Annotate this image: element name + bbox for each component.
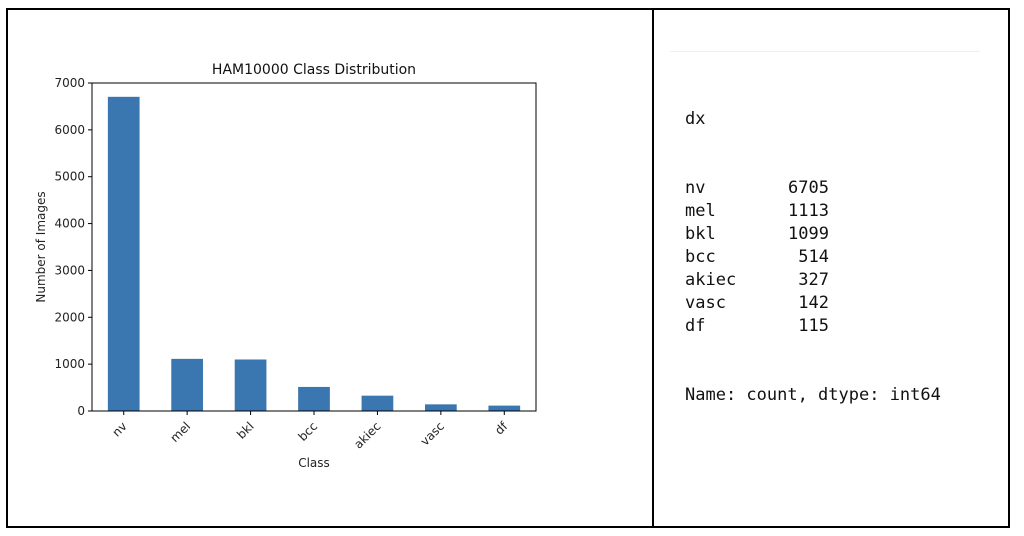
output-row-label: bcc [685,247,716,267]
output-rows: nv 6705 mel 1113 bkl 1099 bcc 514 akiec 327 vasc 14… [685,177,941,338]
output-row-value: 115 [798,316,829,336]
y-tick-label: 6000 [54,123,85,137]
output-row-value: 6705 [788,178,829,198]
x-axis-label: Class [298,456,330,470]
y-tick-label: 2000 [54,310,85,324]
output-row-label: mel [685,201,716,221]
y-axis-label: Number of Images [34,191,48,302]
bar [361,395,394,411]
output-row: bcc 514 [685,246,941,269]
output-row: bkl 1099 [685,223,941,246]
panel-divider [652,8,654,528]
y-tick-label: 1000 [54,357,85,371]
output-panel: dx nv 6705 mel 1113 bkl 1099 bcc 514 akiec 327 vas… [656,10,1008,526]
bar [425,404,457,411]
y-tick-label: 5000 [54,170,85,184]
output-index-name: dx [685,109,706,129]
bar [171,358,203,411]
output-row-value: 1099 [788,224,829,244]
y-tick-label: 7000 [54,76,85,90]
y-tick-label: 3000 [54,263,85,277]
bar [488,405,521,411]
chart-title: HAM10000 Class Distribution [212,62,416,78]
x-tick-label: vasc [418,419,447,448]
bar [298,386,330,411]
y-tick-label: 0 [77,404,85,418]
output-row: nv 6705 [685,177,941,200]
output-row-value: 327 [798,270,829,290]
output-row: vasc 142 [685,292,941,315]
y-tick-label: 4000 [54,217,85,231]
plot-frame [91,82,537,412]
bar [107,96,140,411]
output-row: mel 1113 [685,200,941,223]
output-row-label: nv [685,178,706,198]
output-row-label: df [685,316,706,336]
x-tick-label: mel [168,419,194,445]
output-separator [670,51,980,52]
x-tick-label: akiec [351,419,383,451]
output-row-value: 514 [798,247,829,267]
bar [234,359,267,411]
x-tick-label: nv [110,419,130,439]
x-tick-label: bkl [234,419,257,442]
output-row-label: vasc [685,293,726,313]
output-row-label: bkl [685,224,716,244]
output-row-value: 142 [798,293,829,313]
bar-chart: 0 1000 2000 3000 4000 5000 6000 7000 nv mel bkl bcc… [34,62,537,470]
value-counts-output: dx nv 6705 mel 1113 bkl 1099 bcc 514 akiec 327 vas… [685,62,941,453]
output-footer: Name: count, dtype: int64 [685,385,941,405]
x-tick-label: df [492,419,511,438]
output-row: akiec 327 [685,269,941,292]
x-tick-label: bcc [296,419,321,444]
figure-frame [6,8,1010,528]
output-row: df 115 [685,315,941,338]
output-row-value: 1113 [788,201,829,221]
output-row-label: akiec [685,270,737,290]
